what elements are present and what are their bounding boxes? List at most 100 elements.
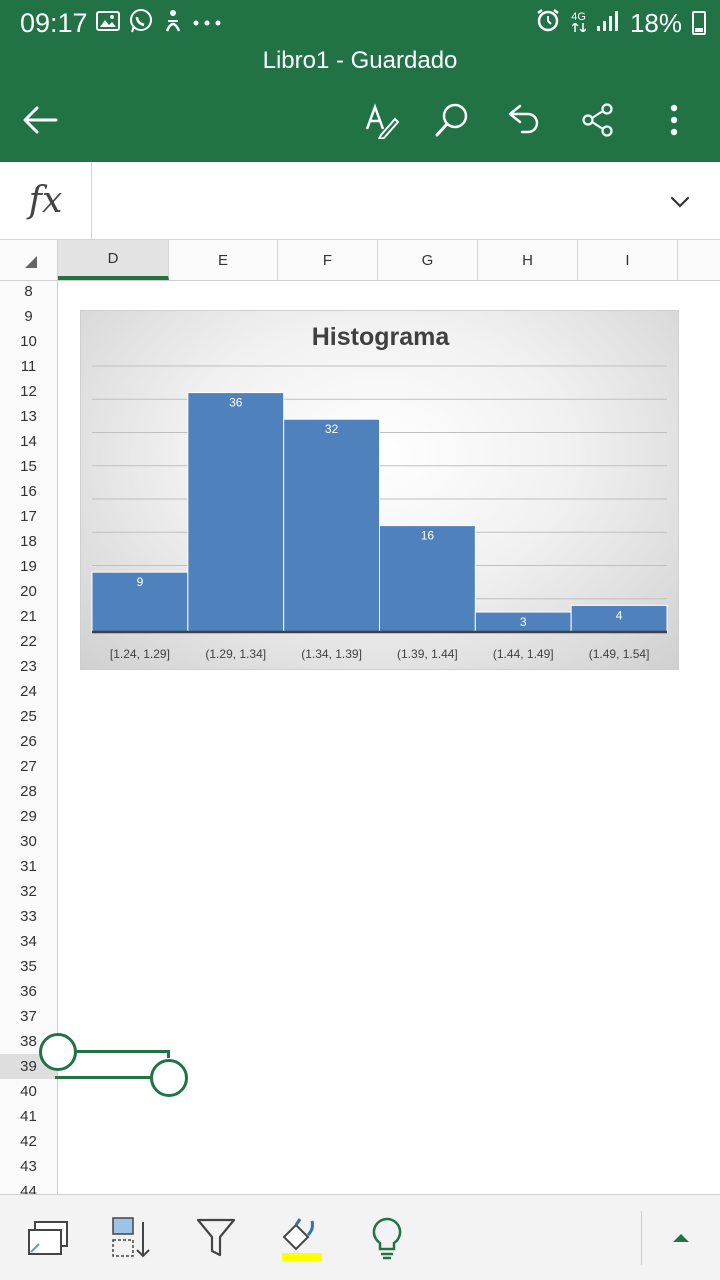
row-header-44[interactable]: 44 <box>20 1183 37 1194</box>
row-header-24[interactable]: 24 <box>20 683 37 700</box>
battery-percent: 18% <box>629 7 682 38</box>
bar-data-label: 3 <box>520 615 527 629</box>
draw-button[interactable] <box>356 96 404 144</box>
chart-plot: 9 [1.24, 1.29] 36 (1.29, 1.34] 32 (1.34, 1.39… <box>91 365 668 661</box>
row-header-18[interactable]: 18 <box>20 533 37 550</box>
bar-data-label: 4 <box>616 608 623 622</box>
lightbulb-icon <box>372 1217 402 1260</box>
search-icon <box>435 103 468 137</box>
fill-color-icon <box>282 1218 322 1261</box>
sort-button[interactable] <box>106 1213 156 1263</box>
row-header-29[interactable]: 29 <box>20 808 37 825</box>
image-icon <box>96 10 120 36</box>
column-header-i[interactable]: I <box>578 240 678 280</box>
row-header-13[interactable]: 13 <box>20 408 37 425</box>
histogram-bar[interactable] <box>187 392 285 633</box>
row-header-23[interactable]: 23 <box>20 658 37 675</box>
network-label: 4G <box>571 10 586 23</box>
row-header-22[interactable]: 22 <box>20 633 37 650</box>
share-button[interactable] <box>574 96 622 144</box>
undo-icon <box>508 104 539 134</box>
network-type: 4G <box>571 10 587 35</box>
toolbar-divider <box>641 1211 642 1265</box>
row-header-30[interactable]: 30 <box>20 833 37 850</box>
tell-me-button[interactable] <box>362 1213 412 1263</box>
column-header-e[interactable]: E <box>169 240 278 280</box>
category-label: [1.24, 1.29] <box>110 647 170 661</box>
expand-ribbon-button[interactable] <box>656 1213 706 1263</box>
row-header-11[interactable]: 11 <box>20 358 37 375</box>
histogram-bar[interactable] <box>283 418 381 633</box>
row-header-21[interactable]: 21 <box>20 608 37 625</box>
draw-icon <box>365 103 399 139</box>
row-header-41[interactable]: 41 <box>20 1108 37 1125</box>
column-header-g[interactable]: G <box>378 240 478 280</box>
select-all-corner[interactable] <box>0 240 58 280</box>
selection-border-top <box>58 1050 170 1053</box>
search-button[interactable] <box>428 96 476 144</box>
row-header-9[interactable]: 9 <box>24 308 33 325</box>
row-header-38[interactable]: 38 <box>20 1033 37 1050</box>
chart-title: Histograma <box>311 323 450 351</box>
back-button[interactable] <box>16 96 64 144</box>
histogram-chart[interactable]: Histograma 9 [1.24, 1.29] 36 (1.29, 1.34] 32… <box>80 310 679 670</box>
expand-up-icon <box>673 1234 689 1242</box>
more-options-button[interactable] <box>650 96 698 144</box>
formula-expand-button[interactable] <box>660 182 700 222</box>
sort-icon <box>112 1217 150 1258</box>
row-header-12[interactable]: 12 <box>20 383 37 400</box>
selection-border-right <box>167 1050 170 1058</box>
status-icons-left <box>96 8 222 38</box>
select-chart-button[interactable] <box>24 1213 74 1263</box>
row-header-27[interactable]: 27 <box>20 758 37 775</box>
filter-icon <box>196 1218 236 1257</box>
row-header-16[interactable]: 16 <box>20 483 37 500</box>
row-header-36[interactable]: 36 <box>20 983 37 1000</box>
row-header-14[interactable]: 14 <box>20 433 37 450</box>
formula-bar: fx <box>0 162 720 240</box>
alarm-icon <box>535 7 561 40</box>
row-header-20[interactable]: 20 <box>20 583 37 600</box>
column-header-row: D E F G H I <box>0 240 720 281</box>
row-header-26[interactable]: 26 <box>20 733 37 750</box>
row-header-40[interactable]: 40 <box>20 1083 37 1100</box>
select-chart-icon <box>28 1221 68 1255</box>
category-label: (1.49, 1.54] <box>589 647 650 661</box>
status-icons-right: 4G 18% <box>535 8 706 38</box>
column-header-h[interactable]: H <box>478 240 578 280</box>
selection-handle-end[interactable] <box>150 1059 188 1097</box>
row-header-25[interactable]: 25 <box>20 708 37 725</box>
row-header-15[interactable]: 15 <box>20 458 37 475</box>
row-header-39[interactable]: 39 <box>0 1054 57 1079</box>
row-header-33[interactable]: 33 <box>20 908 37 925</box>
row-header-19[interactable]: 19 <box>20 558 37 575</box>
row-header-31[interactable]: 31 <box>20 858 37 875</box>
bar-data-label: 32 <box>325 422 339 436</box>
row-header-35[interactable]: 35 <box>20 958 37 975</box>
selection-border-bottom <box>55 1076 167 1079</box>
row-header-17[interactable]: 17 <box>20 508 37 525</box>
column-header-f[interactable]: F <box>278 240 378 280</box>
row-header-42[interactable]: 42 <box>20 1133 37 1150</box>
category-label: (1.44, 1.49] <box>493 647 554 661</box>
histogram-bar[interactable] <box>570 604 668 633</box>
formula-input[interactable] <box>92 162 652 239</box>
row-header-32[interactable]: 32 <box>20 883 37 900</box>
row-header-43[interactable]: 43 <box>20 1158 37 1175</box>
column-header-d[interactable]: D <box>58 240 169 280</box>
category-label: (1.39, 1.44] <box>397 647 458 661</box>
bar-data-label: 9 <box>137 575 144 589</box>
histogram-bar[interactable] <box>379 525 476 633</box>
category-label: (1.34, 1.39] <box>301 647 362 661</box>
row-header-28[interactable]: 28 <box>20 783 37 800</box>
filter-button[interactable] <box>191 1213 241 1263</box>
selection-handle-start[interactable] <box>39 1033 77 1071</box>
row-header-34[interactable]: 34 <box>20 933 37 950</box>
more-notifications-icon <box>192 14 222 32</box>
fill-color-button[interactable] <box>276 1213 326 1263</box>
row-header-37[interactable]: 37 <box>20 1008 37 1025</box>
row-header-10[interactable]: 10 <box>20 333 37 350</box>
row-header-column: 8 9 10 11 12 13 14 15 16 17 18 19 20 21 22 23 24 25 26 27 28… <box>0 281 58 1194</box>
row-header-8[interactable]: 8 <box>24 283 33 300</box>
undo-button[interactable] <box>500 96 548 144</box>
